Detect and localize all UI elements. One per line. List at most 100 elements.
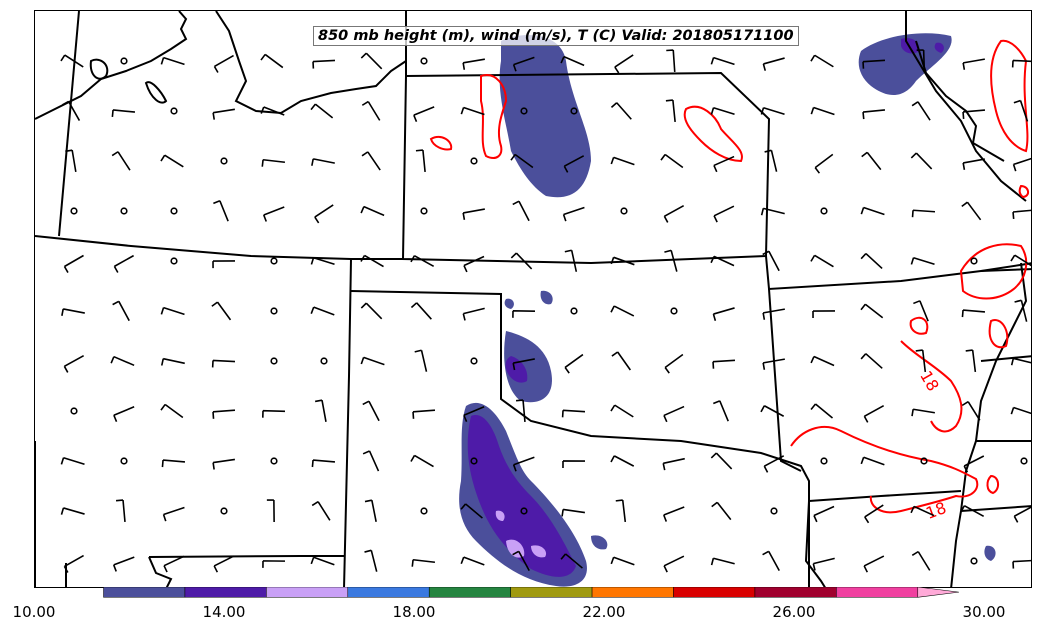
wind-barb [810, 54, 834, 68]
wind-barb [664, 249, 678, 272]
wind-barb [413, 106, 435, 122]
calm-wind-marker [520, 507, 528, 515]
wind-barb [713, 205, 735, 223]
wind-barb [410, 255, 435, 267]
calm-wind-marker [470, 457, 478, 465]
calm-wind-marker [570, 107, 578, 115]
wind-barb [463, 255, 485, 273]
wind-barb [211, 359, 236, 368]
wind-barb [561, 409, 586, 418]
colorbar-cell [428, 587, 511, 598]
wind-barb [162, 506, 185, 522]
wind-barb [362, 450, 380, 472]
wind-barb [412, 409, 436, 419]
map-plot: 18 18 [35, 11, 1031, 587]
wind-barb [111, 151, 131, 171]
wind-barb [414, 349, 428, 372]
wind-barb [361, 151, 381, 171]
wind-barb [863, 555, 885, 573]
wind-barb [561, 508, 586, 517]
wind-barb [113, 406, 135, 422]
colorbar-tick-label: 10.00 [12, 603, 56, 621]
wind-barb [710, 107, 735, 115]
wind-barb [713, 155, 735, 173]
wind-barb [360, 356, 385, 366]
wind-barb [960, 505, 985, 517]
wind-barb [610, 455, 635, 467]
wind-barb [212, 260, 236, 269]
wind-barb [711, 501, 732, 521]
wind-barb [563, 155, 585, 173]
wind-barb [115, 499, 126, 523]
wind-barb [762, 57, 785, 71]
calm-wind-marker [820, 207, 828, 215]
wind-barb [710, 56, 735, 66]
plot-title: 850 mb height (m), wind (m/s), T (C) Val… [313, 26, 799, 46]
colorbar-cell [103, 587, 186, 598]
calm-wind-marker [270, 307, 278, 315]
wind-barb [311, 501, 331, 521]
wind-barb [564, 249, 578, 272]
wind-barb [810, 254, 834, 268]
wind-barb [712, 307, 735, 321]
wind-barb [1012, 209, 1031, 220]
wind-barb [310, 556, 335, 566]
wind-barb [63, 554, 84, 573]
wind-barb [965, 349, 977, 373]
wind-barb [512, 200, 530, 222]
wind-barb [60, 456, 85, 466]
wind-barb [860, 252, 883, 270]
wind-barb [411, 558, 436, 567]
wind-barb [614, 54, 634, 74]
colorbar-cell [510, 587, 593, 598]
wind-barb [663, 555, 685, 573]
wind-barb [213, 200, 229, 222]
wind-barb [712, 359, 736, 369]
contour-label: 18 [923, 498, 949, 523]
wind-barb [512, 56, 535, 72]
calm-wind-marker [270, 357, 278, 365]
calm-wind-marker [320, 357, 328, 365]
wind-barb [860, 353, 883, 369]
wind-barb [410, 302, 432, 320]
calm-wind-marker [170, 107, 178, 115]
wind-barb [860, 456, 885, 466]
wind-barb [1010, 254, 1031, 267]
wind-barb [916, 49, 926, 73]
wind-barb [610, 256, 635, 266]
wind-barb [113, 254, 134, 273]
wind-barb [65, 149, 77, 172]
wind-barb [310, 306, 335, 316]
wind-barb [1010, 357, 1031, 366]
wind-barb [864, 504, 884, 524]
calm-wind-marker [970, 557, 978, 565]
wind-barb [610, 156, 635, 166]
wind-barb [161, 459, 186, 468]
wind-barb [1012, 157, 1031, 172]
wind-barb [710, 557, 735, 566]
wind-barb [160, 357, 185, 366]
wind-barb [362, 400, 380, 422]
calm-wind-marker [120, 207, 128, 215]
wind-barb [410, 454, 434, 468]
wind-barb [163, 555, 185, 573]
wind-barb [560, 55, 585, 67]
wind-barb [211, 301, 232, 321]
wind-barb [462, 307, 485, 321]
wind-barb [360, 254, 384, 268]
wind-barb [1013, 99, 1029, 122]
calm-wind-marker [970, 257, 978, 265]
wind-barb [463, 405, 485, 423]
wind-barb [510, 153, 534, 169]
wind-barb [160, 56, 185, 66]
wind-barb [812, 557, 835, 571]
wind-barb [360, 302, 383, 320]
wind-barb [911, 408, 935, 417]
wind-barb [361, 100, 381, 121]
wind-barb [212, 409, 236, 419]
calm-wind-marker [420, 57, 428, 65]
calm-wind-marker [1020, 457, 1028, 465]
calm-wind-marker [620, 207, 628, 215]
wind-barb [262, 206, 285, 222]
calm-wind-marker [520, 107, 528, 115]
